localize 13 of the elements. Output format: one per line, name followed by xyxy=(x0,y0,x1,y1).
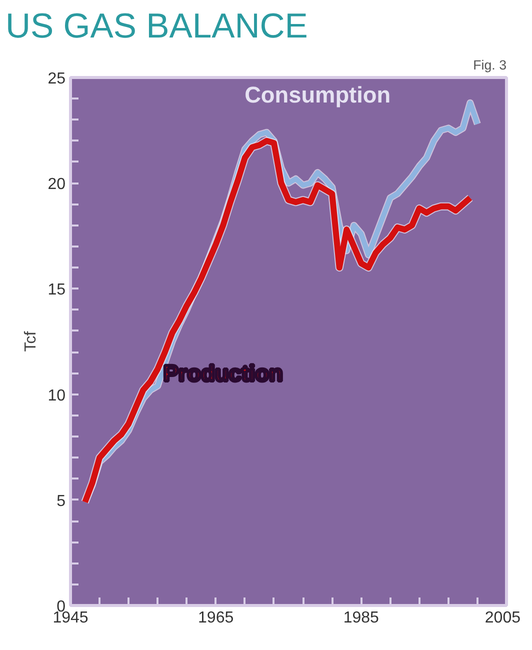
y-tick-label: 10 xyxy=(48,387,66,404)
series-label: Production xyxy=(163,360,283,386)
y-tick-label: 15 xyxy=(48,282,66,299)
x-tick-label: 2005 xyxy=(484,610,521,626)
caption: Fig. 3 xyxy=(473,58,507,72)
x-tick-label: 1965 xyxy=(198,610,234,626)
series-label: Consumption xyxy=(244,81,391,108)
y-tick-label: 5 xyxy=(56,492,66,510)
y-tick-label: 25 xyxy=(48,70,66,88)
y-axis-title: Tcf xyxy=(22,330,40,352)
x-tick-label: 1985 xyxy=(343,610,380,626)
y-tick-label: 20 xyxy=(48,176,66,194)
chart-title: US GAS BALANCE xyxy=(6,8,308,46)
